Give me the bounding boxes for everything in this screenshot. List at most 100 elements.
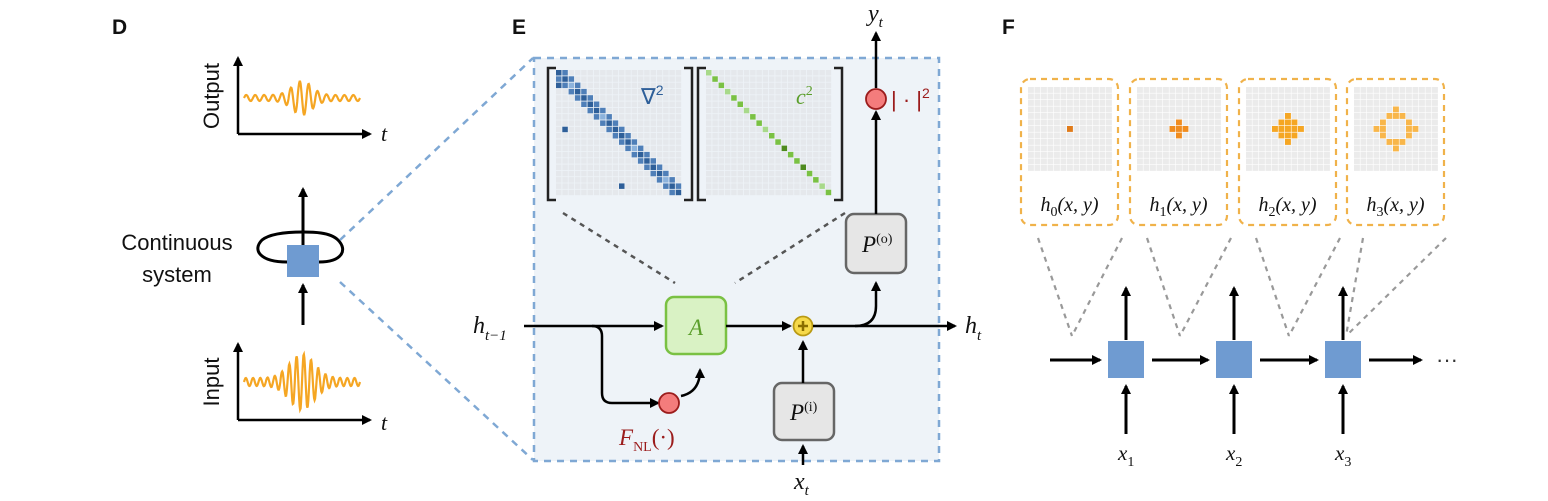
field-cell [1393, 100, 1399, 106]
wave-speed-cell [787, 101, 794, 107]
wave-speed-cell [800, 145, 806, 152]
field-cell [1106, 152, 1112, 158]
laplacian-cell [631, 151, 638, 158]
laplacian-cell [606, 164, 612, 170]
laplacian-cell [606, 145, 612, 152]
laplacian-cell [600, 114, 606, 120]
field-cell [1298, 119, 1304, 126]
field-cell [1176, 145, 1182, 152]
field-cell [1028, 132, 1034, 139]
field-cell [1272, 132, 1278, 139]
laplacian-cell [625, 114, 631, 120]
h-prev-to-nonlinear-arrow [591, 324, 660, 408]
nonlinearity-node [658, 392, 680, 414]
field-cell [1137, 139, 1143, 145]
laplacian-cell [669, 126, 675, 133]
laplacian-cell [663, 88, 669, 95]
field-cell [1324, 139, 1330, 145]
field-cell [1143, 165, 1150, 171]
field-cell [1317, 158, 1324, 165]
laplacian-cell [593, 158, 600, 164]
wave-speed-cell [712, 145, 718, 152]
wave-speed-cell [769, 158, 775, 164]
wave-speed-cell [769, 107, 775, 114]
field-cell [1054, 93, 1060, 100]
field-cell [1156, 165, 1163, 171]
laplacian-cell [669, 114, 675, 120]
field-cell [1272, 93, 1278, 100]
system-loop-right [302, 230, 344, 264]
wave-speed-cell [813, 101, 819, 107]
wave-speed-cell [787, 82, 794, 89]
field-cell [1099, 145, 1106, 152]
laplacian-cell [581, 151, 587, 158]
field-cell [1182, 100, 1189, 106]
laplacian-cell [562, 95, 568, 101]
laplacian-cell [581, 145, 587, 152]
field-cell [1298, 158, 1304, 165]
laplacian-cell [593, 164, 600, 170]
field-cell [1028, 100, 1034, 106]
field-cell [1265, 132, 1272, 139]
wave-speed-cell [800, 70, 806, 76]
wave-speed-cell [731, 126, 737, 133]
field-cell [1252, 139, 1259, 145]
wave-speed-cell [718, 189, 725, 196]
p-out-label: P(o) [861, 232, 893, 257]
wave-speed-cell [718, 120, 725, 126]
field-cell [1086, 113, 1093, 119]
wave-speed-cell [769, 70, 775, 76]
wave-speed-cell [825, 183, 832, 189]
wave-speed-cell [825, 139, 832, 145]
wave-speed-cell [781, 88, 788, 95]
field-cell [1285, 158, 1291, 165]
field-cell [1150, 139, 1156, 145]
rnn-cell-block [1216, 341, 1252, 378]
field-cell [1080, 152, 1086, 158]
field-cell [1360, 132, 1367, 139]
laplacian-cell [644, 101, 650, 107]
field-cell [1041, 158, 1047, 165]
wave-speed-cell [794, 126, 800, 133]
field-cell [1252, 158, 1259, 165]
wave-speed-cell [794, 76, 800, 82]
wave-speed-cell [743, 70, 750, 76]
wave-speed-cell [706, 76, 712, 82]
field-cell [1150, 165, 1156, 171]
laplacian-cell [574, 101, 581, 107]
field-cell [1182, 139, 1189, 145]
field-cell [1034, 119, 1041, 126]
laplacian-cell [556, 107, 562, 114]
wave-speed-cell [806, 101, 813, 107]
field-cell [1028, 165, 1034, 171]
field-cell [1073, 113, 1080, 119]
field-cell [1399, 126, 1406, 132]
wave-speed-cell [750, 164, 756, 170]
field-cell [1169, 139, 1176, 145]
field-cell [1272, 126, 1278, 132]
field-cell [1208, 132, 1215, 139]
laplacian-cell [562, 88, 568, 95]
wave-speed-cell [775, 133, 781, 139]
field-cell [1278, 145, 1285, 152]
laplacian-cell [619, 158, 625, 164]
field-cell [1047, 113, 1054, 119]
wave-speed-cell [756, 126, 762, 133]
laplacian-cell [669, 151, 675, 158]
wave-speed-cell [724, 101, 731, 107]
laplacian-cell [675, 183, 682, 189]
laplacian-cell [600, 158, 606, 164]
field-cell [1086, 165, 1093, 171]
wave-speed-cell [712, 170, 718, 177]
field-cell [1285, 132, 1291, 139]
field-cell [1073, 93, 1080, 100]
laplacian-cell [675, 120, 682, 126]
wave-speed-cell [718, 114, 725, 120]
field-cell [1099, 119, 1106, 126]
wave-speed-cell [718, 183, 725, 189]
laplacian-cell [631, 133, 638, 139]
wave-speed-cell [712, 107, 718, 114]
wave-speed-cell [756, 107, 762, 114]
laplacian-cell [625, 82, 631, 89]
link-dashed-right [1179, 237, 1232, 337]
